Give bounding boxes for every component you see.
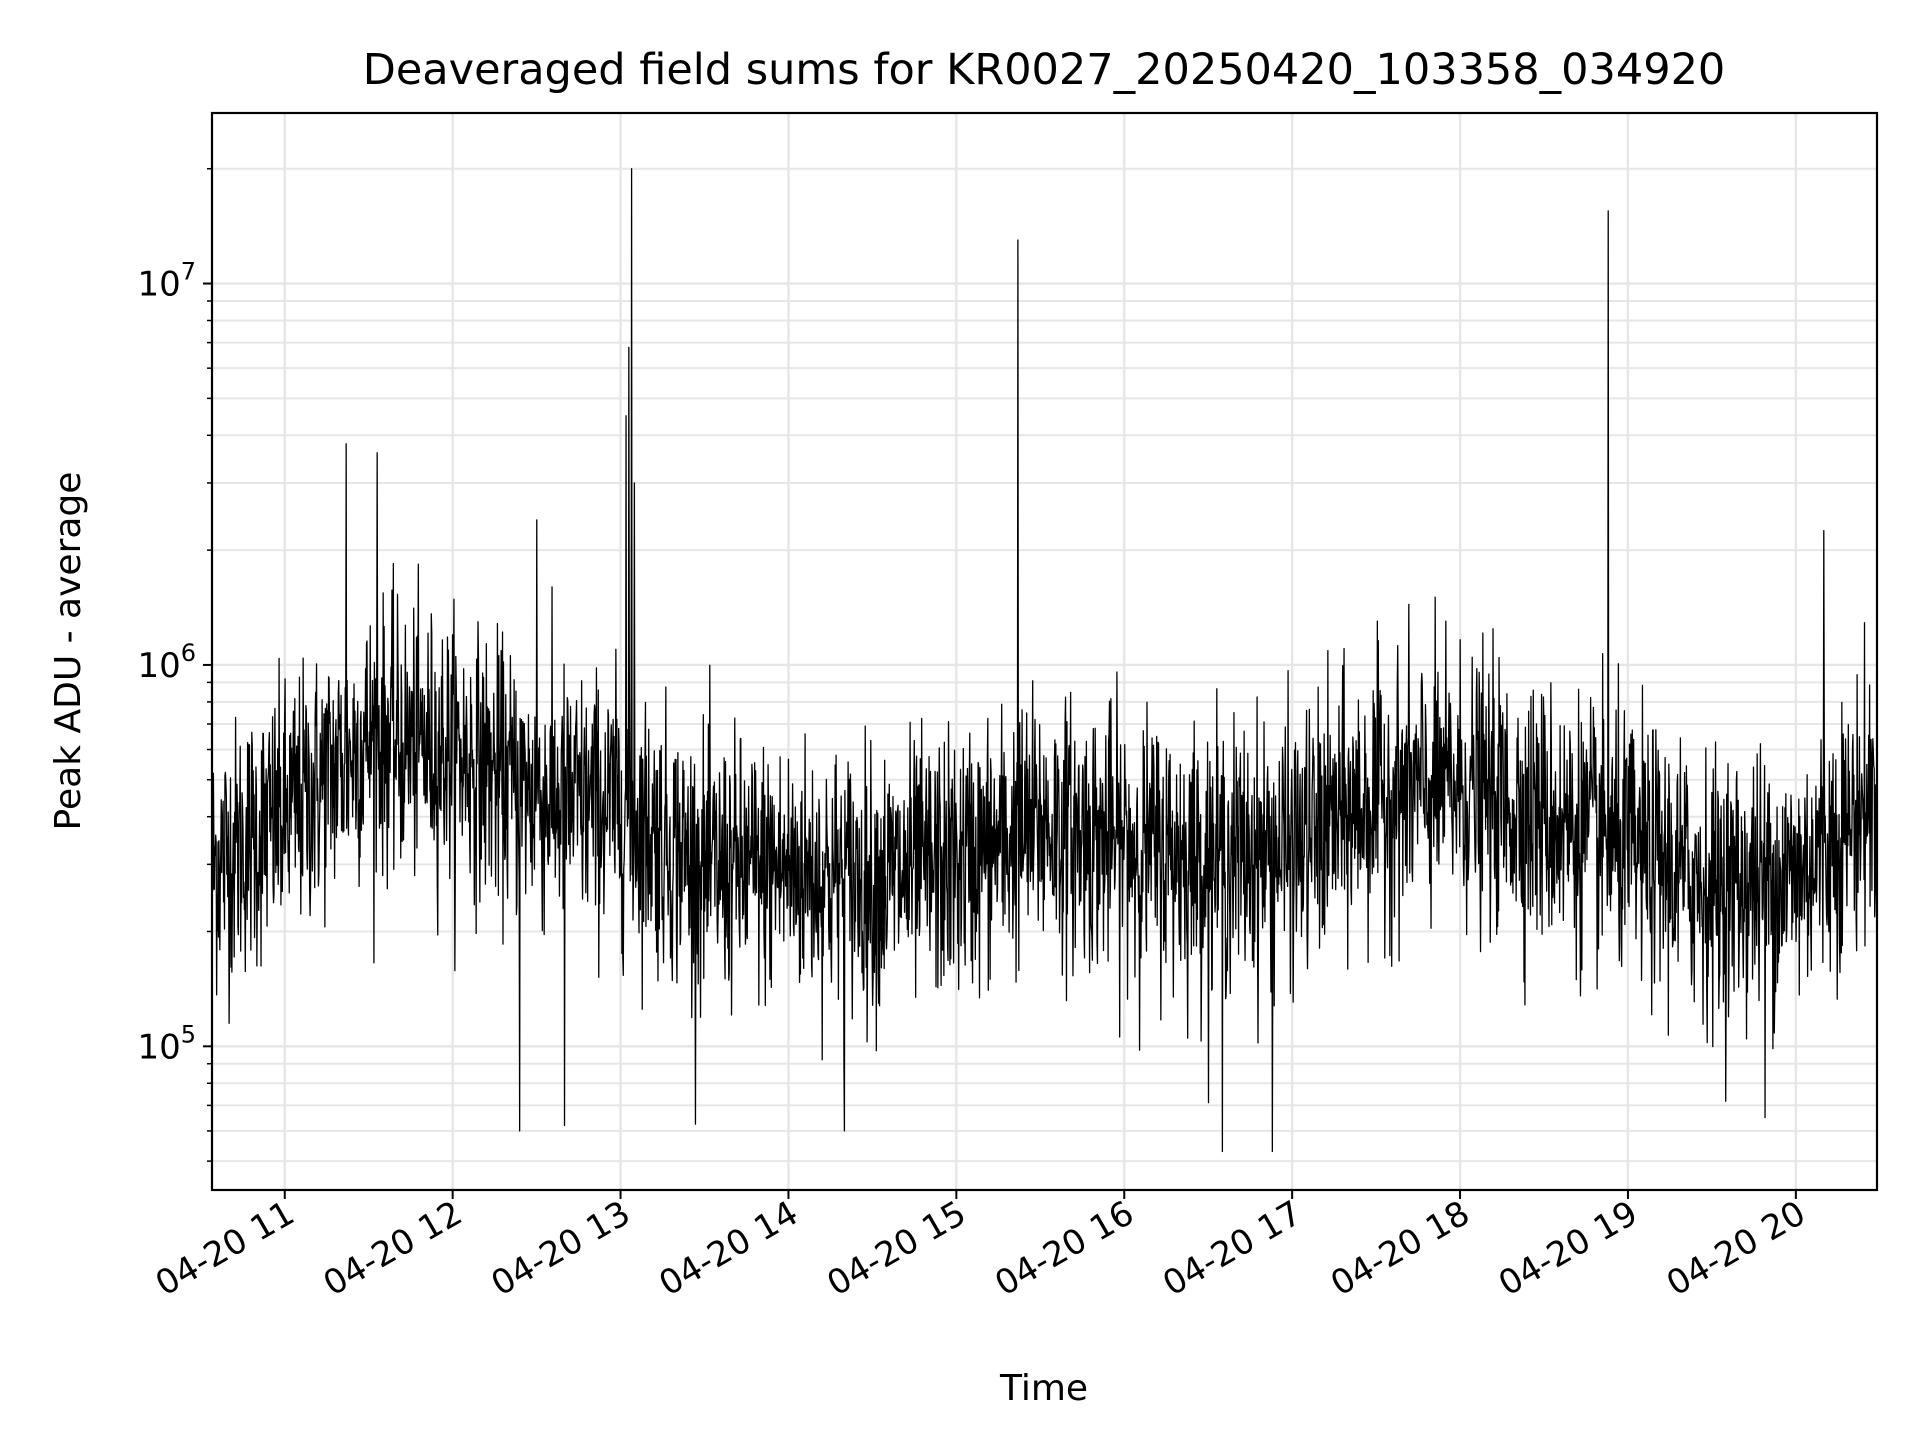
series-line [211,168,1878,1153]
y-tick-label: 107 [137,258,196,305]
x-axis-label: Time [999,1368,1088,1409]
series-line-layer [211,168,1878,1153]
chart-title: Deaveraged field sums for KR0027_2025042… [363,45,1726,95]
plot-frame [210,111,1879,1192]
y-axis-label: Peak ADU - average [48,472,89,831]
